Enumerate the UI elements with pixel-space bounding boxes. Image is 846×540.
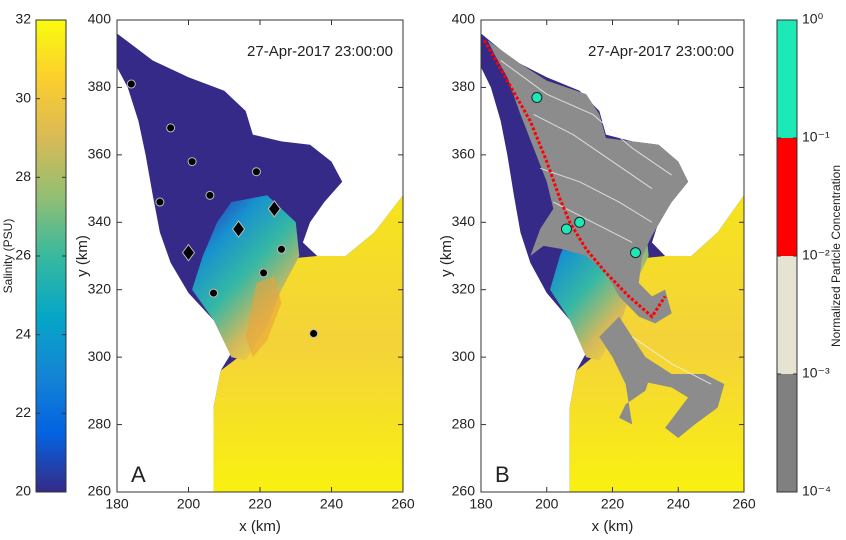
y-tick-label: 260 — [88, 483, 112, 499]
colorbar-tick-label: 20 — [15, 483, 31, 499]
y-tick-label: 300 — [452, 348, 476, 364]
colorbar-tick-label: 26 — [15, 247, 31, 263]
x-axis-label: x (km) — [592, 518, 634, 535]
y-tick-label: 260 — [452, 483, 476, 499]
circle-marker — [209, 288, 219, 298]
y-tick-label: 400 — [452, 11, 476, 27]
colorbar-tick-label: 30 — [15, 89, 31, 105]
diamond-marker — [181, 243, 196, 262]
y-tick-label: 380 — [452, 78, 476, 94]
x-tick-label: 200 — [535, 496, 559, 512]
x-tick-label: 240 — [320, 496, 344, 512]
particle-map — [481, 33, 744, 492]
colorbar-band — [777, 138, 797, 256]
colorbar-tick-label: 10⁰ — [802, 11, 824, 27]
panel-label: A — [131, 462, 146, 487]
diamond-marker — [231, 220, 246, 238]
circle-marker — [574, 216, 586, 228]
y-axis-label: y (km) — [438, 235, 455, 277]
y-tick-label: 320 — [452, 280, 476, 296]
colorbar-tick-label: 10⁻⁴ — [802, 483, 831, 499]
annotation: 27-Apr-2017 23:00:00 — [588, 43, 734, 60]
y-tick-label: 340 — [88, 213, 112, 229]
y-tick-label: 300 — [88, 348, 112, 364]
y-tick-label: 400 — [88, 11, 112, 27]
colorbar-band — [777, 256, 797, 374]
x-tick-label: 260 — [391, 496, 415, 512]
y-axis-label: y (km) — [74, 235, 91, 277]
x-tick-label: 200 — [177, 496, 201, 512]
x-tick-label: 220 — [248, 496, 272, 512]
circle-marker — [126, 79, 136, 89]
circle-marker — [251, 167, 261, 177]
colorbar-tick-label: 32 — [15, 11, 31, 27]
circle-marker — [205, 190, 215, 200]
y-tick-label: 380 — [88, 78, 112, 94]
diamond-marker — [267, 199, 281, 218]
x-axis-label: x (km) — [239, 518, 281, 535]
colorbar-tick-label: 22 — [15, 404, 31, 420]
circle-marker — [155, 197, 165, 207]
circle-marker — [166, 123, 176, 133]
colorbar-band — [777, 20, 797, 138]
colorbar-tick-label: 10⁻¹ — [802, 129, 830, 145]
colorbar-label: Salinity (PSU) — [1, 219, 15, 294]
y-tick-label: 280 — [452, 415, 476, 431]
x-tick-label: 180 — [469, 496, 493, 512]
y-tick-label: 360 — [88, 146, 112, 162]
colorbar-tick-label: 10⁻² — [802, 247, 830, 263]
circle-marker — [259, 268, 269, 278]
circle-marker — [630, 247, 642, 259]
y-tick-label: 280 — [88, 415, 112, 431]
circle-marker — [531, 92, 543, 104]
x-tick-label: 180 — [105, 496, 129, 512]
salinity-map — [117, 33, 403, 492]
colorbar-band — [777, 374, 797, 492]
colorbar-tick-label: 10⁻³ — [802, 365, 830, 381]
colorbar-tick-label: 28 — [15, 168, 31, 184]
x-tick-label: 260 — [732, 496, 756, 512]
x-tick-label: 220 — [601, 496, 625, 512]
y-tick-label: 340 — [452, 213, 476, 229]
colorbar-label: Normalized Particle Concentration — [829, 165, 843, 347]
y-tick-label: 320 — [88, 280, 112, 296]
circle-marker — [560, 223, 572, 235]
y-tick-label: 360 — [452, 146, 476, 162]
circle-marker — [276, 244, 286, 254]
circle-marker — [309, 329, 319, 339]
annotation: 27-Apr-2017 23:00:00 — [247, 43, 393, 60]
circle-marker — [187, 157, 197, 167]
colorbar — [36, 20, 66, 492]
colorbar-tick-label: 24 — [15, 325, 31, 341]
x-tick-label: 240 — [667, 496, 691, 512]
panel-label: B — [495, 462, 510, 487]
